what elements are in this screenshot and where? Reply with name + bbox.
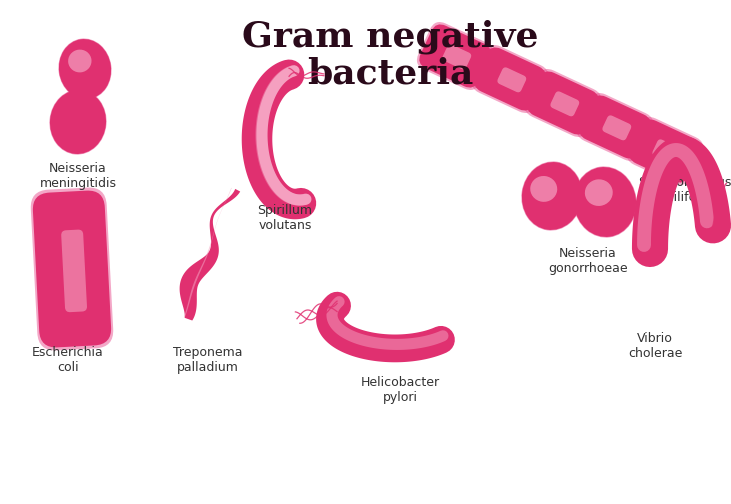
Text: Escherichia
coli: Escherichia coli bbox=[32, 346, 104, 374]
Ellipse shape bbox=[521, 161, 583, 231]
FancyBboxPatch shape bbox=[629, 119, 701, 182]
Text: Neisseria
meningitidis: Neisseria meningitidis bbox=[39, 162, 116, 190]
FancyBboxPatch shape bbox=[442, 44, 471, 70]
Text: Vibrio
cholerae: Vibrio cholerae bbox=[628, 332, 682, 360]
FancyBboxPatch shape bbox=[550, 91, 579, 116]
FancyBboxPatch shape bbox=[627, 117, 703, 185]
Text: Streptobacillus
moniliformis: Streptobacillus moniliformis bbox=[638, 176, 731, 204]
FancyBboxPatch shape bbox=[527, 72, 599, 135]
Ellipse shape bbox=[50, 90, 106, 154]
Text: Treponema
palladium: Treponema palladium bbox=[173, 346, 243, 374]
FancyBboxPatch shape bbox=[474, 47, 546, 111]
Ellipse shape bbox=[573, 166, 637, 237]
FancyBboxPatch shape bbox=[602, 115, 632, 140]
Ellipse shape bbox=[68, 49, 91, 73]
FancyBboxPatch shape bbox=[61, 230, 87, 312]
FancyBboxPatch shape bbox=[579, 95, 651, 159]
Polygon shape bbox=[180, 189, 240, 321]
Text: Spirillum
volutans: Spirillum volutans bbox=[257, 204, 312, 232]
Text: Gram negative
bacteria: Gram negative bacteria bbox=[242, 19, 538, 90]
FancyBboxPatch shape bbox=[497, 68, 526, 92]
Text: Neisseria
gonorrhoeae: Neisseria gonorrhoeae bbox=[548, 247, 628, 275]
FancyBboxPatch shape bbox=[525, 69, 601, 137]
FancyBboxPatch shape bbox=[652, 139, 681, 164]
Ellipse shape bbox=[574, 167, 636, 237]
FancyBboxPatch shape bbox=[472, 45, 548, 113]
Polygon shape bbox=[184, 188, 232, 318]
Ellipse shape bbox=[522, 162, 582, 230]
Ellipse shape bbox=[50, 89, 107, 155]
Ellipse shape bbox=[59, 39, 111, 99]
FancyBboxPatch shape bbox=[577, 93, 653, 161]
Ellipse shape bbox=[585, 179, 613, 206]
Text: Helicobacter
pylori: Helicobacter pylori bbox=[360, 376, 439, 404]
Ellipse shape bbox=[58, 38, 112, 99]
FancyBboxPatch shape bbox=[31, 187, 113, 350]
FancyBboxPatch shape bbox=[417, 22, 493, 90]
FancyBboxPatch shape bbox=[420, 24, 491, 88]
FancyBboxPatch shape bbox=[33, 191, 111, 347]
Ellipse shape bbox=[530, 176, 557, 202]
